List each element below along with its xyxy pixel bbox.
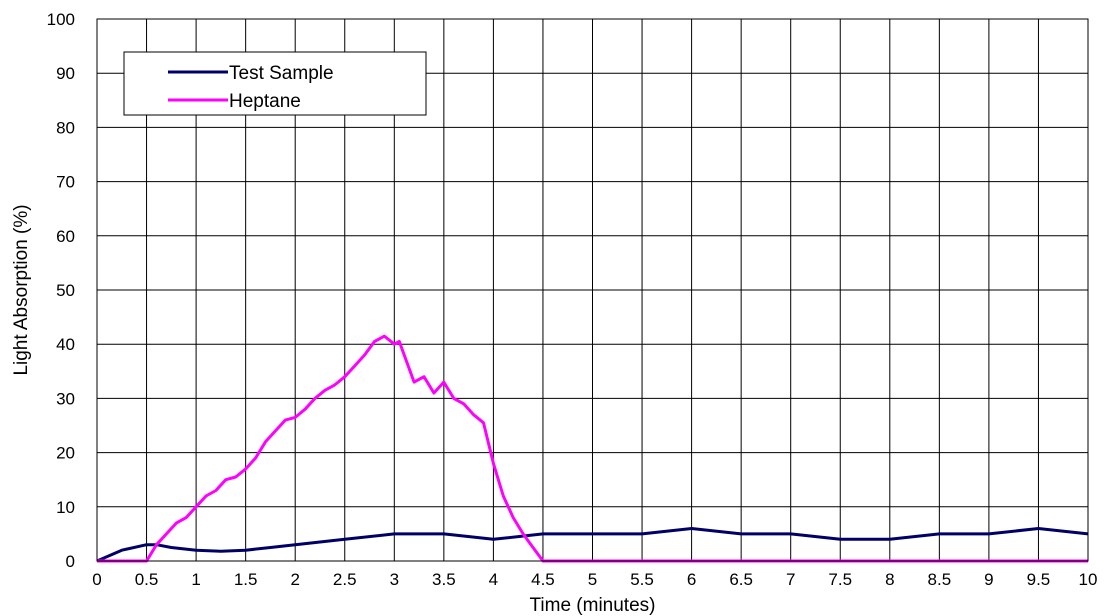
x-tick-label: 9 (984, 570, 993, 589)
x-tick-label: 2 (290, 570, 299, 589)
x-tick-label: 0 (92, 570, 101, 589)
x-tick-label: 2.5 (333, 570, 357, 589)
legend-label-test-sample: Test Sample (229, 63, 334, 84)
y-axis-label: Light Absorption (%) (11, 204, 32, 375)
x-tick-label: 5.5 (630, 570, 654, 589)
y-tick-label: 80 (56, 118, 75, 137)
y-tick-label: 60 (56, 227, 75, 246)
x-tick-label: 3 (390, 570, 399, 589)
x-tick-label: 3.5 (432, 570, 456, 589)
x-tick-label: 7.5 (828, 570, 852, 589)
y-tick-label: 70 (56, 173, 75, 192)
x-tick-label: 8 (885, 570, 894, 589)
y-tick-label: 30 (56, 389, 75, 408)
x-tick-labels: 0 0.5 1 1.5 2 2.5 3 3.5 4 4.5 5 5.5 6 6.5 7 7.5 8 8.5 9 9.5… (92, 570, 1097, 589)
y-tick-label: 0 (66, 552, 75, 571)
x-axis-label: Time (minutes) (530, 595, 656, 616)
y-tick-label: 20 (56, 444, 75, 463)
series-line-1 (97, 334, 1088, 563)
x-tick-label: 1.5 (234, 570, 258, 589)
series-lines (96, 334, 1089, 563)
x-tick-label: 9.5 (1027, 570, 1051, 589)
x-tick-label: 4 (489, 570, 498, 589)
y-tick-label: 10 (56, 498, 75, 517)
x-tick-label: 6 (687, 570, 696, 589)
y-tick-label: 50 (56, 281, 75, 300)
x-tick-label: 5 (588, 570, 597, 589)
x-tick-label: 7 (786, 570, 795, 589)
legend: Test Sample Heptane (123, 51, 427, 116)
y-tick-label: 40 (56, 335, 75, 354)
legend-box (123, 51, 427, 116)
y-tick-label: 90 (56, 64, 75, 83)
plot-area-border (96, 18, 1089, 562)
x-tick-label: 10 (1079, 570, 1098, 589)
y-tick-label: 100 (47, 10, 75, 29)
x-tick-label: 6.5 (729, 570, 753, 589)
series-line-0 (96, 527, 1089, 563)
x-tick-label: 1 (191, 570, 200, 589)
x-tick-label: 4.5 (531, 570, 555, 589)
x-tick-label: 0.5 (135, 570, 159, 589)
x-tick-label: 8.5 (928, 570, 952, 589)
y-tick-labels: 0 10 20 30 40 50 60 70 80 90 100 (47, 10, 75, 571)
legend-label-heptane: Heptane (229, 91, 301, 112)
